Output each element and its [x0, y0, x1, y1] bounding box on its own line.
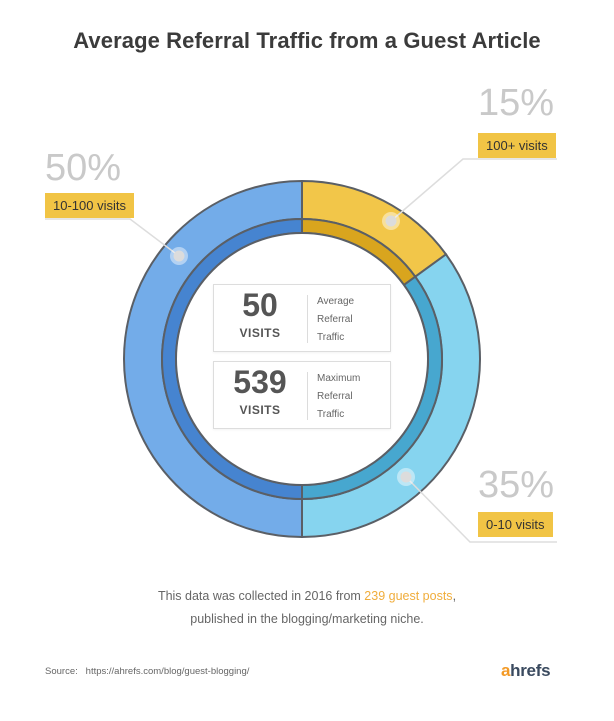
slice-pct-100plus: 15%: [478, 82, 555, 124]
donut-center: [175, 232, 429, 486]
leader-dot: [400, 471, 412, 483]
leader-dot: [385, 215, 397, 227]
stat-card-maximum: 539 VISITS Maximum Referral Traffic: [213, 361, 391, 429]
stat-card-average: 50 VISITS Average Referral Traffic: [213, 284, 391, 352]
footnote-line-1: This data was collected in 2016 from 239…: [0, 585, 614, 608]
stat-unit: VISITS: [239, 326, 281, 340]
footnote-text: ,: [452, 589, 457, 603]
leader-dot: [173, 250, 185, 262]
stat-number: 539: [233, 364, 287, 400]
ahrefs-logo: ahrefs: [501, 661, 551, 681]
stat-unit: VISITS: [239, 403, 281, 417]
stat-desc-line: Referral: [317, 391, 353, 402]
slice-pct-0-10: 35%: [478, 464, 555, 506]
stat-desc-line: Traffic: [317, 332, 345, 343]
stat-desc-line: Referral: [317, 314, 353, 325]
leader-line: [45, 218, 180, 257]
stat-desc-line: Maximum: [317, 373, 361, 384]
slice-label-0-10: 0-10 visits: [478, 512, 553, 537]
card-divider: [307, 295, 308, 343]
footnote-line-2: published in the blogging/marketing nich…: [190, 612, 424, 626]
slice-pct-10-100: 50%: [45, 147, 122, 189]
leader-line: [405, 476, 557, 543]
logo-a: a: [501, 661, 511, 680]
footnote: This data was collected in 2016 from 239…: [0, 585, 614, 631]
footnote-text: This data was collected in 2016 from: [157, 589, 365, 603]
stat-description: Maximum Referral Traffic: [317, 370, 389, 424]
card-divider: [307, 372, 308, 420]
leader-line: [390, 158, 557, 222]
stat-desc-line: Traffic: [317, 409, 345, 420]
slice-label-10-100: 10-100 visits: [45, 193, 134, 218]
stat-description: Average Referral Traffic: [317, 293, 389, 347]
guest-posts-highlight: 239 guest posts: [364, 589, 453, 603]
source-label: Source:: [45, 666, 78, 677]
slice-label-100plus: 100+ visits: [478, 133, 556, 158]
stat-desc-line: Average: [317, 296, 355, 307]
chart-title: Average Referral Traffic from a Guest Ar…: [73, 28, 541, 53]
stat-number: 50: [242, 287, 278, 323]
source: Source: https://ahrefs.com/blog/guest-bl…: [45, 666, 249, 677]
logo-rest: hrefs: [510, 661, 551, 680]
source-url[interactable]: https://ahrefs.com/blog/guest-blogging/: [85, 666, 250, 677]
